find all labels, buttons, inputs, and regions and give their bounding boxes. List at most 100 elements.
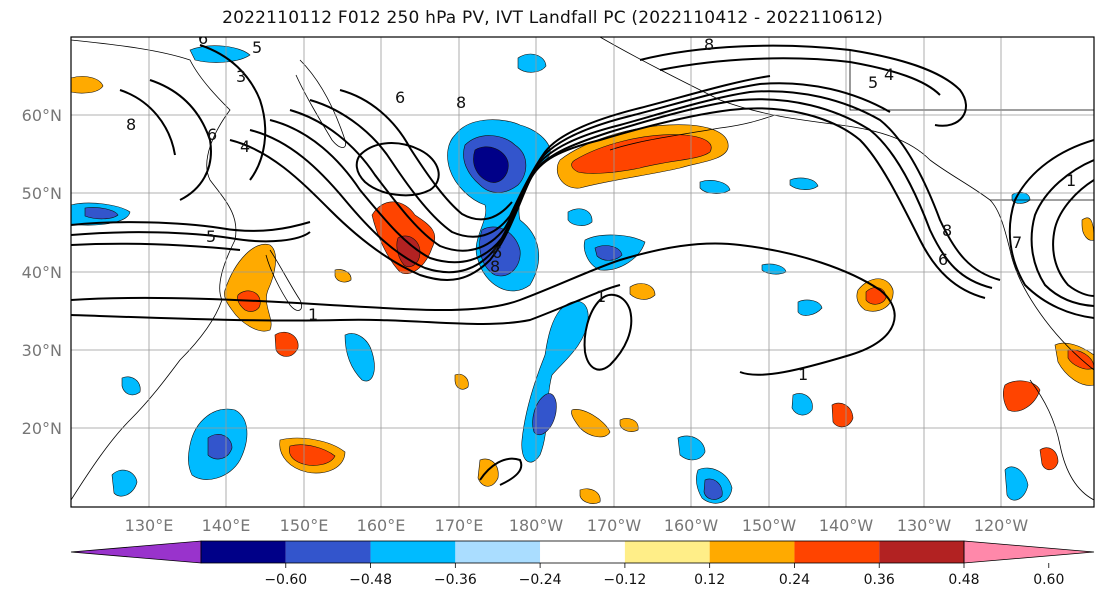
lon-label: 170°E: [435, 516, 484, 535]
contour-12: [355, 142, 440, 197]
contour-label: 8: [490, 257, 500, 276]
colorbar-tick-label: 0.36: [864, 572, 895, 588]
lon-label: 160°W: [664, 516, 719, 535]
colorbar-tick-label: 0.24: [779, 572, 810, 588]
pos-anomaly-aleutian-core: [571, 134, 712, 174]
contour-label: 5: [206, 227, 216, 246]
contour-label: 4: [884, 65, 894, 84]
north-america-border: [849, 50, 1094, 111]
neg-anomaly-small-4: [567, 208, 593, 226]
contour-label: 1: [1066, 171, 1076, 190]
contour-3: [71, 231, 311, 243]
pos-anomaly-145w: [831, 402, 854, 428]
contour-6: [229, 107, 986, 299]
neg-anomaly-mexico: [1004, 466, 1029, 501]
lon-label: 140°E: [202, 516, 251, 535]
contour-1: [71, 242, 896, 376]
colorbar: −0.60 −0.48 −0.36 −0.24 −0.12 0.12 0.24 0.36 0.4…: [70, 540, 1095, 588]
contour-label: 5: [868, 73, 878, 92]
colorbar-tick-label: 0.12: [694, 572, 725, 588]
neg-anomaly-mid-core: [594, 245, 623, 261]
contour-21: [583, 293, 633, 371]
gridlines: [71, 37, 1094, 507]
contour-19: [1030, 159, 1094, 307]
map-frame: [70, 36, 1095, 508]
contour-label: 8: [942, 221, 952, 240]
ivt-contours: [71, 44, 1094, 486]
colorbar-bin: [370, 541, 456, 563]
contour-label: 1: [308, 305, 318, 324]
alaska-coast: [599, 37, 1094, 371]
contour-22: [479, 457, 523, 486]
pos-anomaly-140w-core: [865, 287, 887, 305]
colorbar-bin: [624, 541, 710, 563]
pos-anomaly-mexico: [1039, 447, 1059, 471]
pos-anomaly-sw-core: [288, 444, 336, 466]
contour-label: 7: [1012, 233, 1022, 252]
lon-label: 170°W: [587, 516, 642, 535]
colorbar-tick-label: −0.60: [264, 572, 307, 588]
lat-label: 30°N: [22, 341, 62, 360]
lat-label: 40°N: [22, 263, 62, 282]
neg-anomaly-top: [517, 53, 547, 73]
contour-8: [269, 90, 1001, 281]
neg-anomaly-deep: [473, 146, 509, 183]
lon-label: 150°W: [742, 516, 797, 535]
pos-anomaly-small-1: [629, 283, 656, 300]
pos-anomaly-small-3: [334, 269, 352, 283]
contour-label: 1: [596, 287, 606, 306]
neg-anomaly-nw-core: [84, 207, 119, 220]
neg-anomaly-alaska-coast: [699, 180, 731, 194]
lon-label: 140°W: [819, 516, 874, 535]
contour-label: 6: [207, 125, 217, 144]
contour-13: [149, 79, 212, 201]
colorbar-tick-label: −0.24: [519, 572, 562, 588]
contour-4: [71, 242, 241, 251]
contour-2: [71, 284, 621, 326]
neg-anomaly-hawaii: [677, 435, 706, 461]
lon-label: 150°E: [280, 516, 329, 535]
aleutians: [609, 114, 776, 151]
contour-label: 6: [198, 29, 208, 48]
contour-14: [119, 89, 176, 156]
lon-label: 130°W: [897, 516, 952, 535]
neg-anomaly-far-sw: [111, 469, 138, 497]
lat-label: 60°N: [22, 106, 62, 125]
pos-anomaly-small-5: [579, 488, 601, 504]
lon-label: 160°E: [357, 516, 406, 535]
lat-label: 50°N: [22, 184, 62, 203]
kamchatka: [295, 59, 347, 148]
colorbar-bin: [201, 541, 286, 563]
colorbar-bin: [794, 541, 880, 563]
contour-16: [639, 44, 967, 127]
neg-anomaly-small-1: [789, 177, 819, 190]
contour-5: [71, 221, 311, 232]
colorbar-extend-max: [963, 540, 1095, 564]
colorbar-bin: [285, 541, 371, 563]
contour-label-group: 5 6 3 8 4 6 8 6 5 1 8 5 4 8 6 1 1 1 7 6 …: [126, 29, 1076, 384]
colorbar-tick-label: 0.48: [948, 572, 979, 588]
map-title: 2022110112 F012 250 hPa PV, IVT Landfall…: [222, 8, 883, 28]
contour-label: 5: [252, 38, 262, 57]
colorbar-outline: [200, 540, 965, 564]
mexico-coast: [1029, 379, 1094, 501]
colorbar-tick-label: −0.36: [434, 572, 477, 588]
contour-label: 8: [126, 115, 136, 134]
pos-anomaly-japan: [224, 243, 276, 332]
longitude-labels: 130°E 140°E 150°E 160°E 170°E 180°W 170°…: [125, 516, 1029, 535]
japan: [265, 249, 303, 311]
contour-label: 4: [240, 137, 250, 156]
colorbar-bin: [455, 541, 541, 563]
neg-anomaly-small-5: [121, 376, 141, 396]
pos-anomaly-japan-south: [274, 331, 299, 357]
contour-10: [309, 75, 771, 238]
contour-label: 6: [395, 88, 405, 107]
latitude-labels: 60°N 50°N 40°N 30°N 20°N: [22, 106, 62, 438]
pos-anomaly-small-2: [454, 373, 469, 390]
lon-label: 130°E: [125, 516, 174, 535]
neg-anomaly-west: [344, 333, 375, 382]
contour-label: 8: [704, 35, 714, 54]
lat-label: 20°N: [22, 419, 62, 438]
contour-label: 6: [492, 243, 502, 262]
